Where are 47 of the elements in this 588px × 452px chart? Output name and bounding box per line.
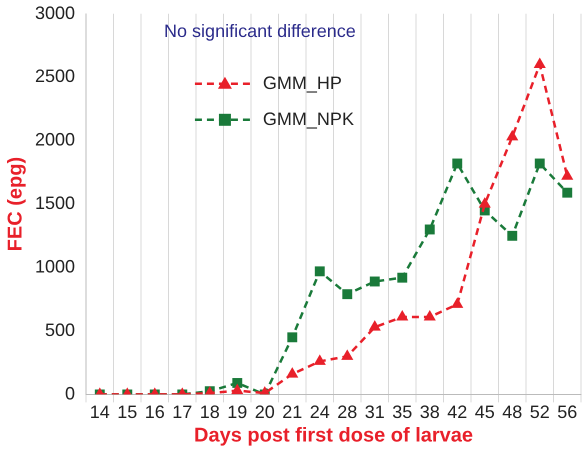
x-tick-label: 38 bbox=[420, 402, 440, 422]
point bbox=[314, 354, 326, 365]
point bbox=[342, 289, 352, 300]
y-tick-label: 2500 bbox=[34, 66, 76, 86]
y-tick-label: 1000 bbox=[34, 256, 76, 276]
x-tick-label: 28 bbox=[337, 402, 358, 422]
x-tick-label: 31 bbox=[364, 402, 385, 422]
x-tick-label: 19 bbox=[227, 402, 248, 422]
x-tick-label: 20 bbox=[254, 402, 275, 422]
point bbox=[562, 188, 572, 198]
x-axis-title: Days post first dose of larvae bbox=[194, 424, 474, 447]
point bbox=[396, 310, 408, 321]
x-tick-label: 48 bbox=[502, 402, 522, 422]
point bbox=[370, 276, 380, 286]
x-tick-label: 21 bbox=[282, 402, 302, 422]
point bbox=[368, 320, 381, 331]
point bbox=[314, 266, 325, 276]
point bbox=[452, 158, 462, 168]
x-tick-label: 35 bbox=[392, 402, 412, 422]
point bbox=[424, 224, 435, 234]
y-tick-label: 3000 bbox=[34, 2, 76, 23]
y-axis-title: FEC (epg) bbox=[4, 156, 27, 252]
y-tick-label: 2000 bbox=[34, 130, 76, 150]
legend-label: GMM_NPK bbox=[262, 108, 354, 129]
point bbox=[341, 349, 354, 360]
x-tick-label: 14 bbox=[90, 402, 110, 422]
y-tick-label: 1500 bbox=[34, 193, 76, 214]
x-tick-label: 15 bbox=[117, 402, 138, 422]
x-tick-label: 45 bbox=[474, 402, 495, 422]
x-tick-label: 42 bbox=[447, 402, 468, 422]
point bbox=[286, 367, 298, 378]
y-tick-label: 0 bbox=[65, 383, 76, 404]
point bbox=[451, 297, 464, 308]
x-tick-label: 16 bbox=[144, 402, 165, 422]
y-tick-label: 500 bbox=[44, 320, 76, 340]
point bbox=[507, 230, 518, 241]
point bbox=[231, 384, 244, 394]
legend-label: GMM_HP bbox=[262, 72, 342, 93]
x-tick-label: 18 bbox=[200, 402, 220, 422]
point bbox=[424, 310, 436, 321]
x-tick-label: 17 bbox=[172, 402, 192, 422]
annotation: No significant difference bbox=[164, 20, 356, 41]
x-tick-label: 56 bbox=[557, 402, 578, 422]
point bbox=[534, 158, 545, 168]
point bbox=[397, 272, 408, 283]
x-tick-label: 52 bbox=[530, 402, 550, 422]
x-tick-label: 24 bbox=[310, 402, 330, 422]
